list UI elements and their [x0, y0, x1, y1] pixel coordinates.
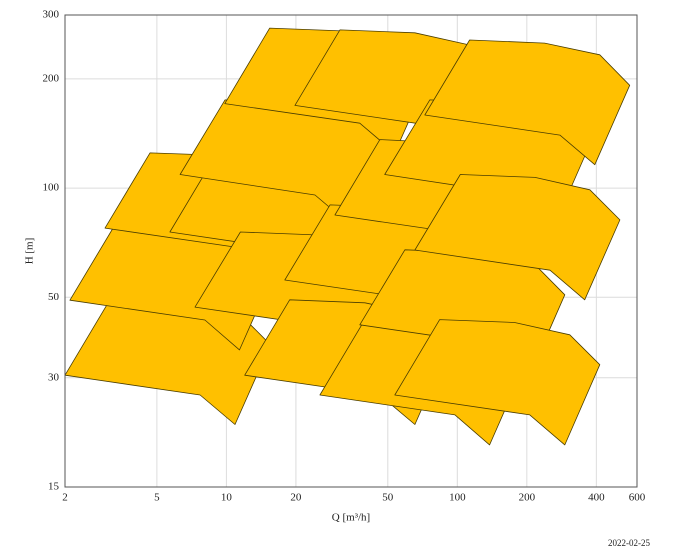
y-tick-label: 30 [48, 371, 60, 383]
x-tick-label: 100 [449, 492, 466, 504]
y-tick-label: 15 [48, 481, 60, 493]
envelope-tile [414, 174, 621, 301]
y-tick-label: 50 [48, 291, 60, 303]
x-tick-label: 600 [629, 492, 646, 504]
x-tick-label: 5 [154, 492, 160, 504]
x-tick-label: 200 [519, 492, 536, 504]
x-tick-label: 2 [62, 492, 68, 504]
plot-frame [64, 14, 638, 488]
x-tick-label: 400 [588, 492, 605, 504]
x-tick-label: 10 [221, 492, 233, 504]
y-tick-label: 300 [43, 9, 60, 21]
envelope-tile [394, 319, 601, 446]
y-axis-label: H [m] [24, 238, 36, 265]
x-tick-label: 50 [382, 492, 394, 504]
y-tick-label: 200 [43, 72, 60, 84]
x-tick-label: 20 [290, 492, 302, 504]
y-tick-label: 100 [43, 182, 60, 194]
date-annotation: 2022-02-25 [608, 538, 650, 548]
x-axis-label: Q [m³/h] [332, 512, 370, 524]
envelope-tile [424, 39, 631, 166]
